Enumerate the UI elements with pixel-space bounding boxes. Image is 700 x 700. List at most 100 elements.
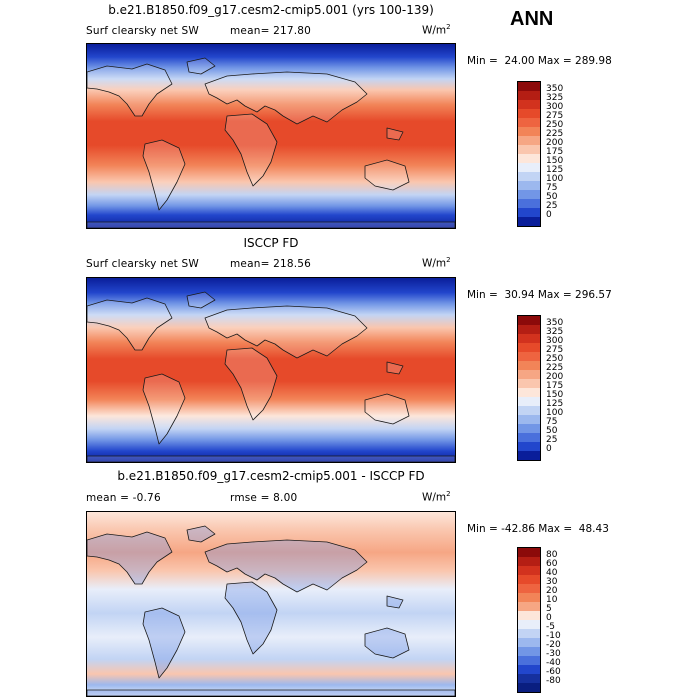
colorbar-2-swatch: [518, 451, 540, 460]
panel-2-colorbar-labels: 350 325 300 275 250 225 200 175 150 125 …: [546, 318, 564, 454]
colorbar-2-label: 100: [546, 408, 564, 418]
colorbar-1-swatch: [518, 181, 540, 190]
colorbar-2-swatch: [518, 370, 540, 379]
colorbar-2-swatch: [518, 415, 540, 424]
colorbar-2-swatch: [518, 442, 540, 451]
colorbar-3-swatch: [518, 566, 540, 575]
panel-2-variable-label: Surf clearsky net SW: [86, 258, 199, 270]
colorbar-2-label: 225: [546, 363, 564, 373]
panel-3-units: W/m2: [422, 490, 451, 504]
colorbar-1-swatch: [518, 109, 540, 118]
colorbar-1-swatch: [518, 190, 540, 199]
panel-2-map-svg: [87, 278, 455, 462]
colorbar-3-label: -5: [546, 622, 555, 632]
colorbar-1-label: 75: [546, 183, 558, 193]
colorbar-2-swatch: [518, 343, 540, 352]
colorbar-1-label: 225: [546, 129, 564, 139]
colorbar-1-swatch: [518, 145, 540, 154]
colorbar-3-label: -10: [546, 631, 561, 641]
colorbar-2-swatch: [518, 424, 540, 433]
colorbar-3-swatch: [518, 602, 540, 611]
panel-1-minmax: Min = 24.00 Max = 289.98: [467, 55, 612, 67]
colorbar-3-label: 0: [546, 613, 552, 623]
colorbar-3-label: -30: [546, 649, 561, 659]
colorbar-3-label: 60: [546, 559, 558, 569]
colorbar-1-swatch: [518, 118, 540, 127]
colorbar-3-swatch: [518, 584, 540, 593]
colorbar-1-label: 25: [546, 201, 558, 211]
colorbar-2-swatch: [518, 361, 540, 370]
colorbar-1-swatch: [518, 208, 540, 217]
colorbar-1-swatch: [518, 100, 540, 109]
colorbar-1-swatch: [518, 154, 540, 163]
panel-1-colorbar-labels: 350 325 300 275 250 225 200 175 150 125 …: [546, 84, 564, 220]
panel-3-colorbar-labels: 80 60 40 30 20 10 5 0 -5 -10 -20 -30 -40…: [546, 550, 561, 686]
colorbar-1-label: 300: [546, 102, 564, 112]
colorbar-1-swatch: [518, 163, 540, 172]
panel-2-units: W/m2: [422, 256, 451, 270]
panel-2-map: [86, 277, 456, 463]
colorbar-2-swatch: [518, 433, 540, 442]
panel-1-map-svg: [87, 44, 455, 228]
colorbar-1-swatch: [518, 172, 540, 181]
colorbar-2-label: 325: [546, 327, 564, 337]
colorbar-3-swatch: [518, 665, 540, 674]
colorbar-2-label: 350: [546, 318, 564, 328]
colorbar-1-swatch: [518, 199, 540, 208]
colorbar-2-swatch: [518, 397, 540, 406]
colorbar-3-label: 80: [546, 550, 558, 560]
colorbar-3-label: -60: [546, 667, 561, 677]
colorbar-3-swatch: [518, 629, 540, 638]
panel-3-mean-label: mean = -0.76: [86, 492, 161, 504]
colorbar-1-label: 50: [546, 192, 558, 202]
panel-3-title: b.e21.B1850.f09_g17.cesm2-cmip5.001 - IS…: [117, 469, 425, 483]
colorbar-2-label: 275: [546, 345, 564, 355]
colorbar-1-label: 350: [546, 84, 564, 94]
colorbar-1-label: 175: [546, 147, 564, 157]
colorbar-2-swatch: [518, 379, 540, 388]
colorbar-2-swatch: [518, 388, 540, 397]
colorbar-3-label: 20: [546, 586, 558, 596]
colorbar-2-swatch: [518, 325, 540, 334]
panel-1-mean-label: mean= 217.80: [230, 25, 312, 37]
colorbar-1-swatch: [518, 217, 540, 226]
panel-3-colorbar: [517, 547, 541, 693]
colorbar-1-label: 150: [546, 156, 564, 166]
colorbar-1-label: 100: [546, 174, 564, 184]
colorbar-3-label: -80: [546, 676, 561, 686]
colorbar-2-label: 0: [546, 444, 552, 454]
colorbar-2-swatch: [518, 406, 540, 415]
colorbar-3-swatch: [518, 548, 540, 557]
colorbar-2-label: 75: [546, 417, 558, 427]
colorbar-3-label: -40: [546, 658, 561, 668]
colorbar-2-label: 50: [546, 426, 558, 436]
colorbar-3-label: 30: [546, 577, 558, 587]
colorbar-1-label: 250: [546, 120, 564, 130]
colorbar-3-swatch: [518, 683, 540, 692]
panel-1-units: W/m2: [422, 23, 451, 37]
colorbar-3-swatch: [518, 656, 540, 665]
colorbar-3-swatch: [518, 557, 540, 566]
colorbar-1-label: 125: [546, 165, 564, 175]
colorbar-1-label: 0: [546, 210, 552, 220]
colorbar-2-label: 25: [546, 435, 558, 445]
panel-3-map-svg: [87, 512, 455, 696]
colorbar-3-swatch: [518, 575, 540, 584]
colorbar-3-swatch: [518, 620, 540, 629]
season-label: ANN: [510, 8, 554, 30]
colorbar-3-swatch: [518, 647, 540, 656]
colorbar-2-label: 200: [546, 372, 564, 382]
colorbar-1-swatch: [518, 136, 540, 145]
colorbar-1-label: 275: [546, 111, 564, 121]
colorbar-2-label: 250: [546, 354, 564, 364]
colorbar-3-label: 40: [546, 568, 558, 578]
colorbar-3-swatch: [518, 638, 540, 647]
panel-2-title: ISCCP FD: [243, 236, 299, 250]
colorbar-2-swatch: [518, 334, 540, 343]
colorbar-2-swatch: [518, 316, 540, 325]
colorbar-1-swatch: [518, 82, 540, 91]
panel-1-map: [86, 43, 456, 229]
colorbar-2-label: 150: [546, 390, 564, 400]
panel-2-minmax: Min = 30.94 Max = 296.57: [467, 289, 612, 301]
colorbar-3-swatch: [518, 611, 540, 620]
